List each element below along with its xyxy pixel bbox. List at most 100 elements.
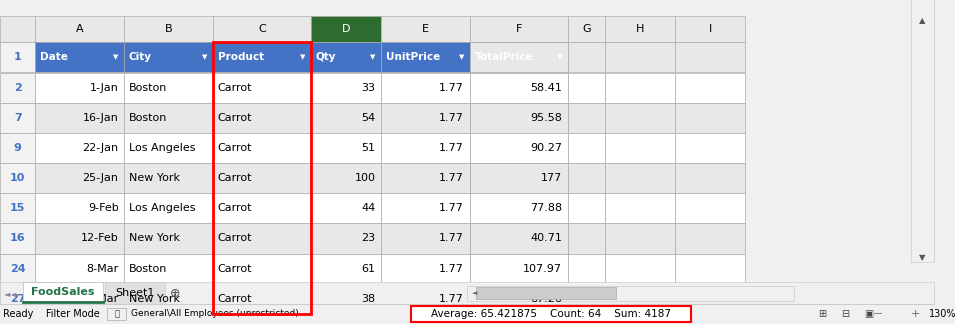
Text: 107.97: 107.97 — [523, 264, 562, 273]
Bar — [381, 73, 470, 103]
Bar — [470, 284, 568, 314]
Text: Carrot: Carrot — [218, 83, 252, 93]
Text: 1.77: 1.77 — [439, 173, 464, 183]
Bar — [35, 284, 124, 314]
Text: Carrot: Carrot — [218, 264, 252, 273]
Bar — [23, 283, 103, 304]
Text: Carrot: Carrot — [218, 233, 252, 243]
Text: Carrot: Carrot — [218, 143, 252, 153]
Text: New York: New York — [129, 173, 180, 183]
Text: —: — — [874, 309, 882, 318]
Text: ◄: ◄ — [472, 290, 477, 296]
Bar — [0, 223, 35, 253]
Bar — [470, 193, 568, 223]
Bar — [311, 163, 381, 193]
Bar — [568, 16, 605, 42]
Text: D: D — [342, 24, 350, 34]
Bar — [311, 16, 381, 42]
Text: 54: 54 — [361, 113, 375, 123]
Text: 77.88: 77.88 — [530, 203, 562, 213]
Bar — [311, 73, 381, 103]
Text: Boston: Boston — [129, 264, 167, 273]
Bar — [470, 284, 568, 314]
Text: 90.27: 90.27 — [530, 143, 562, 153]
Text: City: City — [129, 52, 152, 62]
Bar — [213, 103, 311, 133]
Text: 1.77: 1.77 — [439, 203, 464, 213]
Text: 8-Mar: 8-Mar — [86, 264, 118, 273]
Bar — [35, 73, 124, 103]
Text: ▼: ▼ — [458, 54, 464, 60]
Bar — [0, 253, 35, 284]
Bar — [605, 223, 675, 253]
Text: ▼: ▼ — [370, 54, 375, 60]
Text: 1: 1 — [14, 52, 22, 62]
Bar — [213, 193, 311, 223]
Bar — [470, 193, 568, 223]
Text: ▣: ▣ — [864, 309, 873, 319]
Bar — [0, 73, 35, 103]
Text: 61: 61 — [361, 264, 375, 273]
Text: Qty: Qty — [316, 52, 336, 62]
Text: 177: 177 — [541, 173, 562, 183]
Text: 16: 16 — [10, 233, 26, 243]
Bar — [470, 103, 568, 133]
Bar — [0, 42, 35, 72]
Bar — [470, 16, 568, 42]
Bar — [107, 308, 126, 320]
Bar — [675, 16, 745, 42]
Text: 🖹: 🖹 — [115, 309, 119, 318]
Text: ◄: ◄ — [4, 289, 11, 298]
Text: ⊕: ⊕ — [170, 287, 180, 300]
Bar — [213, 133, 311, 163]
Bar — [213, 223, 311, 253]
Bar — [0, 16, 745, 283]
Bar — [213, 163, 311, 193]
Text: 1.77: 1.77 — [439, 83, 464, 93]
Bar — [568, 193, 605, 223]
Text: 24: 24 — [10, 264, 26, 273]
Text: Boston: Boston — [129, 83, 167, 93]
Bar — [311, 223, 381, 253]
Bar — [568, 284, 605, 314]
Bar — [381, 193, 470, 223]
Bar — [213, 253, 311, 284]
Text: 7: 7 — [14, 113, 22, 123]
Bar — [0, 16, 35, 42]
Text: 1.77: 1.77 — [439, 233, 464, 243]
Text: TotalPrice: TotalPrice — [475, 52, 533, 62]
Bar — [470, 103, 568, 133]
Bar — [470, 223, 568, 253]
Text: Carrot: Carrot — [218, 113, 252, 123]
Bar — [470, 73, 568, 103]
Bar — [35, 103, 124, 133]
Bar — [381, 42, 470, 72]
Bar — [568, 133, 605, 163]
Bar — [605, 42, 675, 72]
Bar — [467, 285, 794, 301]
Bar — [35, 223, 124, 253]
Bar — [675, 163, 745, 193]
Text: 100: 100 — [354, 173, 375, 183]
Bar — [568, 163, 605, 193]
Text: 9-Feb: 9-Feb — [88, 203, 118, 213]
Bar — [568, 73, 605, 103]
Text: 12-Feb: 12-Feb — [81, 233, 118, 243]
Text: 1.77: 1.77 — [439, 294, 464, 304]
Text: 1.77: 1.77 — [439, 113, 464, 123]
Text: ▼: ▼ — [919, 253, 925, 262]
Text: Product: Product — [218, 52, 264, 62]
Text: E: E — [422, 24, 429, 34]
Text: General\All Employees (unrestricted): General\All Employees (unrestricted) — [131, 309, 299, 318]
Bar — [675, 103, 745, 133]
Text: 67.26: 67.26 — [530, 294, 562, 304]
Text: New York: New York — [129, 294, 180, 304]
Bar — [124, 253, 213, 284]
Bar — [124, 103, 213, 133]
Text: ▼: ▼ — [300, 54, 306, 60]
Bar — [470, 223, 568, 253]
Bar — [470, 42, 568, 72]
Text: 23: 23 — [361, 233, 375, 243]
Bar — [411, 306, 691, 322]
Text: 130%: 130% — [929, 309, 955, 319]
